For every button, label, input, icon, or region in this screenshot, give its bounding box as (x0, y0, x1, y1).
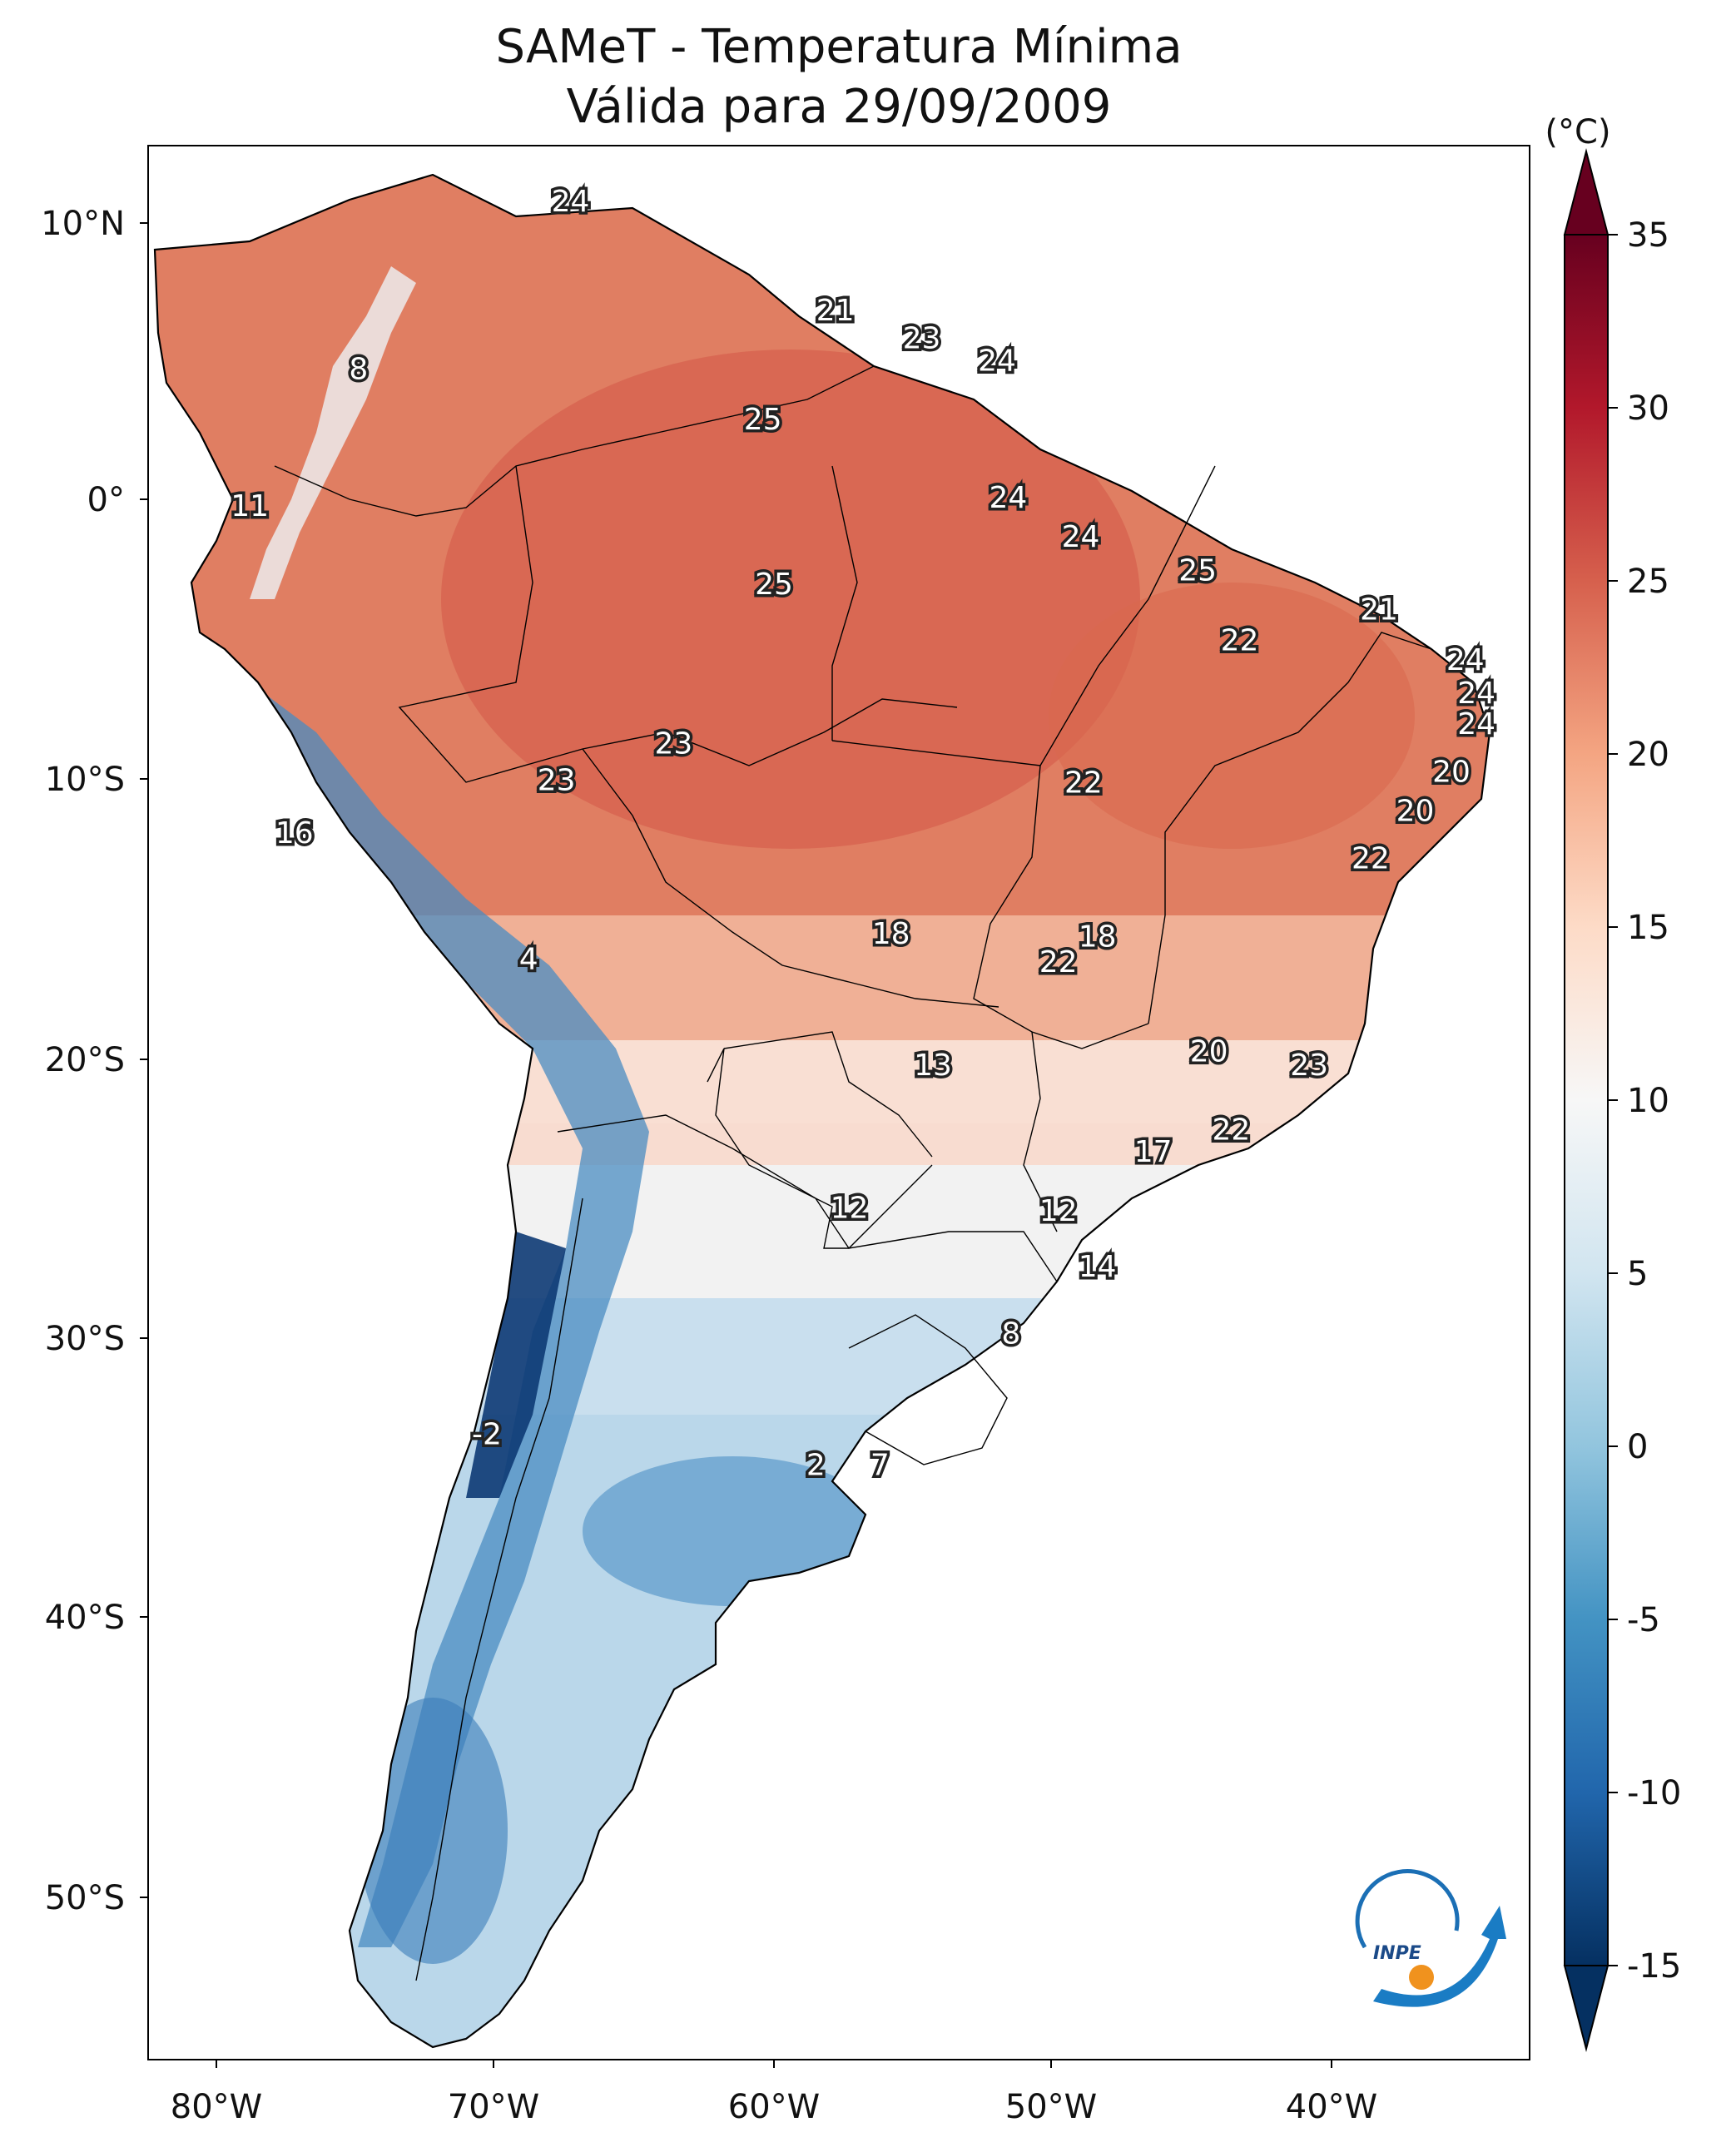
colorbar: (°C) 35 30 25 20 15 10 5 0 -5 -10 -15 (1545, 113, 1681, 2052)
colorbar-max-arrow (1563, 148, 1610, 236)
temperature-value-label: 23 (1290, 1049, 1328, 1083)
lon-tick-label: 40°W (1286, 2088, 1377, 2126)
temperature-value-label: 16 (275, 816, 314, 850)
temperature-value-label: 21 (816, 294, 855, 328)
temperature-value-label: 22 (1352, 841, 1390, 875)
country-borders (274, 365, 1432, 1981)
temperature-value-label: 24 (552, 185, 590, 219)
lon-tick-label: 70°W (448, 2088, 539, 2126)
colorbar-unit: (°C) (1545, 113, 1610, 151)
temperature-value-label: 24 (978, 344, 1016, 378)
colorbar-tick-label: 25 (1627, 563, 1669, 601)
temperature-value-label: 24 (1446, 643, 1485, 677)
colorbar-tick-label: 30 (1627, 389, 1669, 428)
axis-ticks (140, 222, 1332, 2068)
lat-tick-label: 0° (87, 481, 125, 519)
chart-title: SAMeT - Temperatura Mínima (495, 20, 1183, 74)
temperature-value-label: 7 (870, 1449, 890, 1483)
temperature-value-label: 23 (903, 322, 941, 356)
temperature-value-label: 20 (1432, 755, 1471, 789)
colorbar-tick-label: 0 (1627, 1428, 1648, 1466)
temperature-value-label: 22 (1212, 1113, 1250, 1147)
temperature-value-label: 22 (1039, 945, 1078, 979)
temperature-value-label: 24 (989, 481, 1027, 515)
temperature-value-label: 2 (806, 1449, 826, 1483)
temperature-value-label: 17 (1134, 1135, 1173, 1169)
temperature-value-label: 23 (538, 763, 576, 797)
temperature-value-label: 4 (519, 942, 538, 976)
temperature-value-label: 11 (231, 489, 269, 523)
lon-tick-label: 60°W (728, 2088, 820, 2126)
temperature-value-label: 18 (872, 917, 910, 951)
inpe-logo: INPE (1355, 1869, 1506, 2007)
temperature-value-label: 18 (1079, 920, 1117, 955)
lat-tick-label: 10°N (41, 205, 125, 243)
temperature-value-label: 13 (914, 1049, 952, 1083)
lat-tick-label: 10°S (45, 761, 125, 799)
temperature-value-label: 24 (1457, 707, 1495, 741)
lat-tick-label: 40°S (45, 1599, 125, 1637)
lat-tick-label: 50°S (45, 1879, 125, 1917)
colorbar-tick-label: -5 (1627, 1601, 1660, 1639)
temperature-value-label: 20 (1190, 1034, 1228, 1069)
temperature-value-label: 20 (1396, 794, 1435, 828)
colorbar-tick-label: 10 (1627, 1082, 1669, 1120)
temperature-value-label: 8 (349, 352, 368, 386)
chart-subtitle: Válida para 29/09/2009 (566, 80, 1112, 134)
temperature-value-label: 24 (1457, 677, 1495, 711)
lon-tick-label: 80°W (171, 2088, 262, 2126)
colorbar-tick-label: 5 (1627, 1255, 1648, 1293)
temperature-value-label: 25 (744, 403, 782, 437)
colorbar-bar (1564, 234, 1609, 1966)
temperature-value-label: 25 (1178, 553, 1217, 588)
lat-tick-labels: 10°N 0° 10°S 20°S 30°S 40°S 50°S (41, 205, 125, 1917)
lat-tick-label: 20°S (45, 1041, 125, 1079)
temperature-value-label: 21 (1360, 593, 1398, 627)
temperature-value-label: 25 (755, 568, 793, 602)
inpe-logo-text: INPE (1373, 1943, 1421, 1964)
lon-tick-label: 50°W (1005, 2088, 1097, 2126)
lon-tick-labels: 80°W 70°W 60°W 50°W 40°W (171, 2088, 1377, 2126)
temperature-value-label: 8 (1001, 1317, 1020, 1351)
lat-tick-label: 30°S (45, 1320, 125, 1358)
temperature-value-label: 14 (1079, 1250, 1117, 1284)
temperature-value-label: 12 (1039, 1194, 1078, 1228)
colorbar-tick-label: 20 (1627, 736, 1669, 774)
temperature-value-label: 23 (654, 727, 692, 761)
temperature-value-label: -2 (472, 1418, 502, 1452)
colorbar-tick-label: 15 (1627, 909, 1669, 947)
temperature-value-label: 24 (1062, 520, 1100, 554)
colorbar-min-arrow (1563, 1965, 1610, 2052)
colorbar-tick-label: -15 (1627, 1947, 1681, 1986)
temperature-value-label: 12 (831, 1191, 869, 1225)
colorbar-tick-label: 35 (1627, 216, 1669, 255)
temperature-value-label: 22 (1221, 623, 1259, 657)
colorbar-tick-label: -10 (1627, 1774, 1681, 1812)
temperature-value-label: 22 (1064, 766, 1103, 801)
